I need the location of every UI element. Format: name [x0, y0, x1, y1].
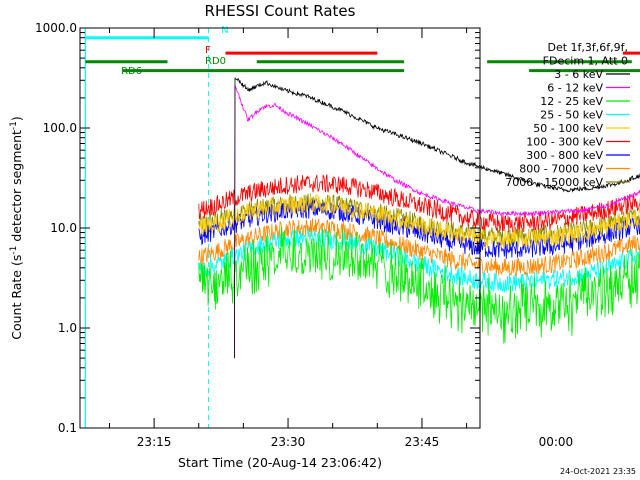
legend-header: FDecim 1, Att 0 [543, 55, 628, 68]
flag-label-f: F [205, 45, 211, 56]
y-tick-label: 100.0 [43, 121, 77, 135]
x-tick-label: 23:45 [405, 435, 440, 449]
series-line [198, 174, 640, 233]
y-tick-label: 1.0 [58, 321, 77, 335]
legend-entry-label: 50 - 100 keV [533, 122, 603, 135]
legend-entry-label: 100 - 300 keV [526, 136, 603, 149]
flag-label-rd6: RD6 [121, 66, 142, 77]
series-line [198, 200, 640, 259]
legend-entry-label: 800 - 7000 keV [519, 163, 603, 176]
series-line [198, 227, 640, 293]
legend-entry-label: 25 - 50 keV [540, 109, 603, 122]
y-tick-label: 10.0 [50, 221, 77, 235]
series-line [198, 226, 640, 344]
chart-title: RHESSI Count Rates [205, 2, 356, 20]
y-tick-label: 0.1 [58, 421, 77, 435]
x-tick-label: 23:15 [137, 435, 172, 449]
legend-entry-label: 300 - 800 keV [526, 149, 603, 162]
series-line [234, 84, 640, 359]
flag-label-rd0: RD0 [205, 56, 226, 67]
series-line [198, 218, 640, 277]
y-axis-title: Count Rate (s-1 detector segment-1) [9, 116, 24, 340]
series-line [234, 77, 640, 359]
legend-entry-label: 12 - 25 keV [540, 95, 603, 108]
legend-entry-label: 6 - 12 keV [547, 82, 603, 95]
y-axis: 0.1 1.0 10.0 100.0 1000.0 [35, 21, 480, 435]
x-tick-label: 00:00 [539, 435, 574, 449]
series-line [198, 193, 640, 250]
legend: Det 1f,3f,6f,9f,FDecim 1, Att 03 - 6 keV… [505, 41, 630, 189]
generation-timestamp: 24-Oct-2021 23:35 [560, 467, 636, 476]
x-tick-label: 23:30 [271, 435, 306, 449]
x-axis-title: Start Time (20-Aug-14 23:06:42) [178, 455, 382, 470]
flag-label-n: N [221, 25, 228, 36]
legend-entry-label: 3 - 6 keV [554, 68, 603, 81]
legend-header: Det 1f,3f,6f,9f, [547, 41, 628, 54]
legend-entry-label: 7000 - 15000 keV [505, 176, 603, 189]
y-tick-label: 1000.0 [35, 21, 77, 35]
